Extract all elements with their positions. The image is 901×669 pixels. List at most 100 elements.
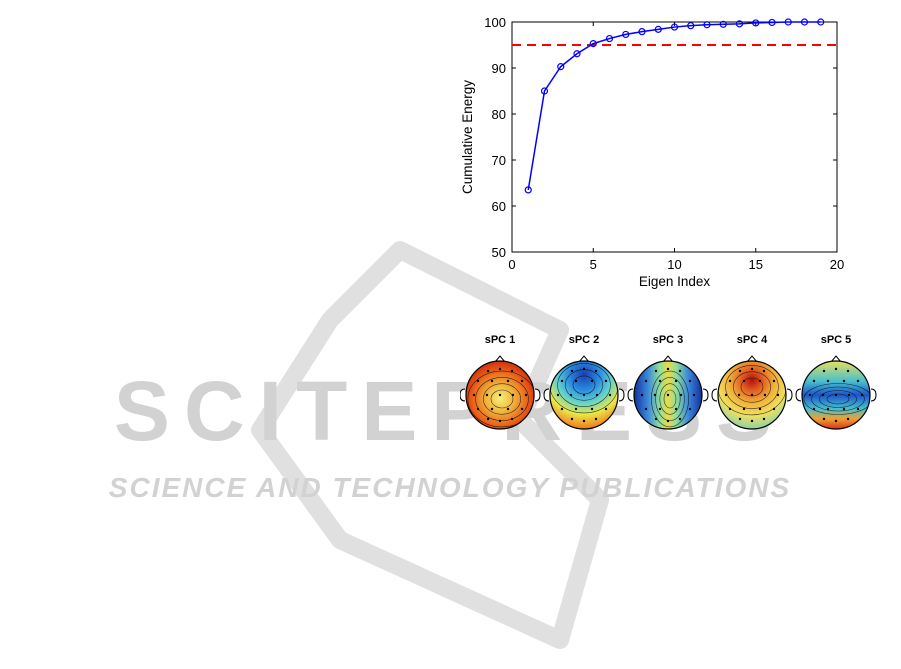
electrode-dot [560,407,564,411]
x-tick-label: 15 [749,257,763,272]
electrode-dot [594,369,598,373]
electrode-dot [826,407,830,411]
x-tick-label: 5 [590,257,597,272]
electrode-dot [653,393,657,397]
topoplot-title: sPC 4 [737,334,768,346]
electrode-dot [688,379,692,383]
electrode-dot [738,417,742,421]
topoplot-4: sPC 4 [711,334,793,430]
topoplot-title: sPC 5 [821,334,852,346]
electrode-dot [846,417,850,421]
electrode-dot [511,393,515,397]
electrode-dot [834,393,838,397]
data-point [605,34,614,43]
electrode-dot [822,369,826,373]
electrode-dot [582,393,586,397]
electrode-dot [834,367,838,371]
head-outline [801,360,871,430]
electrode-dot [666,393,670,397]
data-point [817,18,825,26]
data-point [654,25,662,33]
electrode-dot [666,367,670,371]
electrode-dot [476,379,480,383]
electrode-dot [758,379,762,383]
electrode-dot [842,379,846,383]
electrode-dot [654,369,658,373]
electrode-dot [750,393,754,397]
electrode-dot [742,407,746,411]
axes-box [511,21,838,253]
electrode-dot [678,369,682,373]
data-point [719,20,727,28]
electrode-dot [498,419,502,423]
electrode-dot [742,379,746,383]
electrode-dot [574,379,578,383]
electrode-dot [728,379,732,383]
electrode-dot [486,369,490,373]
electrode-dot [847,393,851,397]
data-point [687,22,695,30]
electrode-dot [510,417,514,421]
electrode-dot [510,369,514,373]
plot-area: 0 5 10 15 20 50 60 70 80 90 100 [484,15,844,272]
electrode-dot [590,407,594,411]
data-point [638,28,646,36]
electrode-dot [856,379,860,383]
data-point [768,18,776,27]
x-tick-label: 20 [830,257,844,272]
y-tick-label: 70 [492,153,506,168]
electrode-dot [498,393,502,397]
electrode-dot [666,419,670,423]
electrode-dot [834,419,838,423]
electrode-dot [498,367,502,371]
data-point [670,23,679,31]
electrode-dot [472,393,476,397]
data-point [589,40,597,48]
right-ear-icon [786,388,793,402]
electrode-dot [737,393,741,397]
electrode-dot [738,369,742,373]
data-point [800,18,809,26]
electrode-dot [506,407,510,411]
electrode-dot [570,369,574,373]
data-point [752,19,760,27]
electrode-dot [654,417,658,421]
electrode-dot [758,407,762,411]
head-outline [633,360,703,430]
watermark-tagline: SCIENCE AND TECHNOLOGY PUBLICATIONS [109,472,791,503]
topoplot-2: sPC 2 [543,334,625,430]
electrode-dot [724,393,728,397]
x-tick-label: 0 [508,257,515,272]
electrode-dot [574,407,578,411]
y-tick-label: 50 [492,245,506,260]
electrode-dot [674,379,678,383]
data-point [557,63,565,71]
data-point [524,186,532,194]
contour-lines [718,361,786,416]
electrode-dot [582,419,586,423]
electrode-dot [644,379,648,383]
electrode-dot [750,419,754,423]
electrode-dot [772,379,776,383]
cumulative-energy-chart: 0 5 10 15 20 50 60 70 80 90 100 Eigen Index Cumula… [460,15,844,289]
electrode-dot [763,393,767,397]
topoplot-1: sPC 1 [460,334,541,430]
left-ear-icon [543,388,550,402]
electrode-dot [520,379,524,383]
right-ear-icon [618,388,625,402]
left-ear-icon [627,388,634,402]
electrode-dot [608,393,612,397]
right-ear-icon [702,388,709,402]
y-tick-label: 100 [484,15,506,30]
data-point [735,20,744,28]
electrode-dot [762,369,766,373]
electrode-dot [678,417,682,421]
electrode-dot [812,407,816,411]
topoplot-row: sPC 1 sPC 2 sPC 3 sPC 4 sPC 5 [460,334,877,430]
left-ear-icon [460,388,466,402]
electrode-dot [808,393,812,397]
x-tick-label: 10 [667,257,681,272]
electrode-dot [812,379,816,383]
electrode-dot [570,417,574,421]
y-tick-label: 80 [492,107,506,122]
